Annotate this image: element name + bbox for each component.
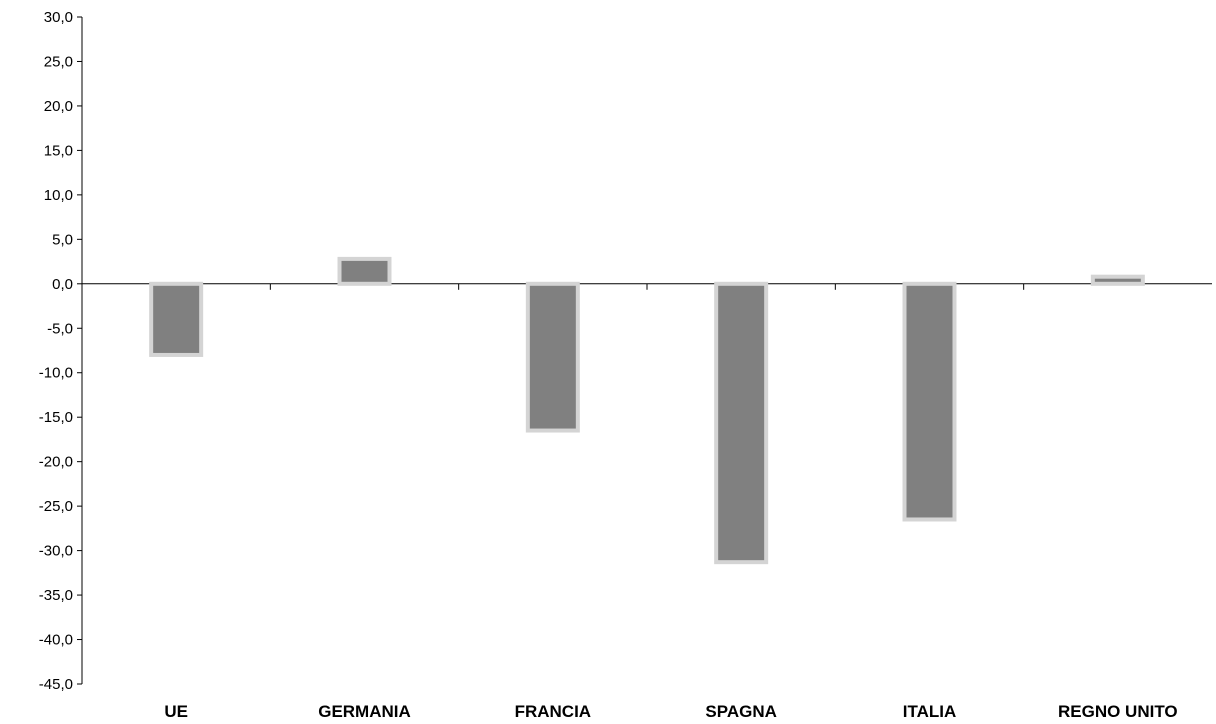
bar-germania — [337, 256, 392, 286]
y-tick-label: 0,0 — [52, 276, 73, 293]
x-tick-label: REGNO UNITO — [1058, 702, 1178, 721]
x-tick-label: FRANCIA — [515, 702, 592, 721]
y-tick-label: 25,0 — [44, 53, 73, 70]
y-tick-label: 30,0 — [44, 9, 73, 26]
x-tick-label: SPAGNA — [705, 702, 776, 721]
y-tick-label: 5,0 — [52, 231, 73, 248]
y-tick-label: -10,0 — [39, 365, 73, 382]
x-tick-label: GERMANIA — [318, 702, 411, 721]
x-tick-label: ITALIA — [903, 702, 957, 721]
bar-francia — [525, 281, 580, 433]
y-tick-label: -15,0 — [39, 409, 73, 426]
bar-spagna — [714, 281, 769, 565]
y-tick-label: -20,0 — [39, 454, 73, 471]
y-tick-label: -40,0 — [39, 632, 73, 649]
y-tick-label: -35,0 — [39, 587, 73, 604]
y-tick-label: 20,0 — [44, 98, 73, 115]
y-tick-label: -25,0 — [39, 498, 73, 515]
y-tick-label: -30,0 — [39, 543, 73, 560]
y-axis: 30,0 25,0 20,0 15,0 10,0 5,0 0,0 -5,0 -10,0 -15,0… — [39, 9, 83, 693]
y-tick-label: -5,0 — [47, 320, 73, 337]
bar-italia — [902, 281, 957, 522]
x-axis — [82, 283, 1212, 290]
y-tick-label: 15,0 — [44, 142, 73, 159]
bars — [149, 256, 1145, 565]
bar-regno-unito — [1090, 274, 1145, 286]
y-tick-label: 10,0 — [44, 187, 73, 204]
x-tick-label: UE — [164, 702, 188, 721]
category-labels: UE GERMANIA FRANCIA SPAGNA ITALIA REGNO UNITO — [164, 702, 1177, 721]
y-tick-label: -45,0 — [39, 676, 73, 693]
bar-ue — [149, 281, 204, 357]
